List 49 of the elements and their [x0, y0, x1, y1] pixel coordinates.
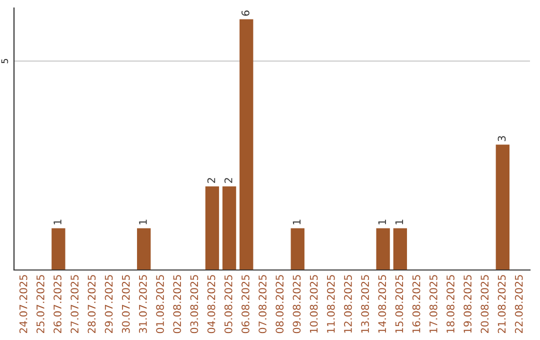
x-tick-label: 27.07.2025: [70, 275, 79, 334]
x-tick-label: 01.08.2025: [156, 275, 164, 334]
x-tick-label: 29.07.2025: [104, 275, 113, 334]
data-label: 1: [395, 220, 404, 224]
data-label: 1: [378, 220, 386, 224]
x-tick-label: 14.08.2025: [378, 275, 386, 333]
bar: [376, 228, 390, 270]
bar: [205, 186, 220, 270]
y-tick-label: 5: [1, 58, 8, 64]
data-label: 2: [224, 178, 232, 183]
x-tick-label: 11.08.2025: [326, 275, 335, 333]
x-tick-label: 13.08.2025: [361, 275, 369, 333]
x-tick-label: 16.08.2025: [412, 275, 420, 333]
x-tick-label: 08.08.2025: [276, 275, 284, 334]
x-tick-label: 05.08.2025: [224, 275, 232, 334]
x-tick-label: 20.08.2025: [480, 275, 489, 334]
x-tick-label: 18.08.2025: [446, 275, 454, 333]
x-tick-label: 22.08.2025: [514, 275, 523, 334]
bar: [496, 144, 510, 270]
x-tick-label: 26.07.2025: [54, 275, 62, 334]
data-label: 1: [139, 220, 147, 224]
x-tick-label: 19.08.2025: [464, 275, 472, 333]
bar: [137, 228, 151, 270]
x-tick-label: 09.08.2025: [292, 275, 301, 334]
bar: [393, 228, 407, 270]
bar: [290, 228, 304, 270]
x-tick-label: 17.08.2025: [429, 275, 438, 333]
x-tick-label: 25.07.2025: [36, 275, 44, 334]
x-tick-label: 28.07.2025: [88, 275, 96, 334]
x-tick-label: 30.07.2025: [122, 275, 130, 334]
x-tick-label: 24.07.2025: [19, 275, 28, 334]
x-tick-label: 06.08.2025: [242, 275, 250, 334]
x-tick-label: 21.08.2025: [498, 275, 506, 334]
x-tick-label: 31.07.2025: [139, 275, 147, 334]
x-tick-label: 03.08.2025: [190, 275, 198, 334]
x-tick-label: 10.08.2025: [310, 275, 318, 333]
bar: [240, 19, 254, 270]
x-tick-label: 15.08.2025: [395, 275, 404, 333]
x-tick-label: 02.08.2025: [173, 275, 182, 334]
x-tick-label: 07.08.2025: [258, 275, 266, 334]
data-label: 1: [292, 220, 301, 224]
data-label: 3: [498, 136, 506, 142]
x-tick-label: 04.08.2025: [207, 275, 216, 334]
bar: [222, 186, 236, 270]
bar: [52, 228, 66, 270]
data-label: 1: [54, 220, 62, 224]
data-label: 2: [207, 178, 216, 183]
x-tick-label: 12.08.2025: [344, 275, 352, 333]
data-label: 6: [242, 10, 250, 16]
